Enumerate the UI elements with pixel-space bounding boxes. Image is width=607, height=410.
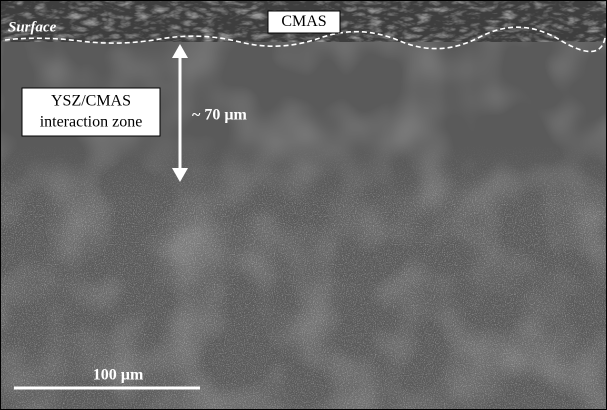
surface-label: Surface — [8, 19, 57, 35]
cmas-label: CMAS — [281, 13, 326, 30]
surface-line — [4, 26, 606, 53]
thickness-label: ~ 70 µm — [192, 107, 248, 124]
zone-label-line1: YSZ/CMAS — [51, 93, 131, 110]
zone-box — [21, 87, 161, 137]
cmas-box — [267, 10, 341, 34]
arrow-head-top — [172, 44, 188, 58]
arrow-head-bottom — [172, 168, 188, 182]
scale-bar-label: 100 µm — [93, 367, 144, 384]
zone-label-line2: interaction zone — [40, 114, 143, 131]
